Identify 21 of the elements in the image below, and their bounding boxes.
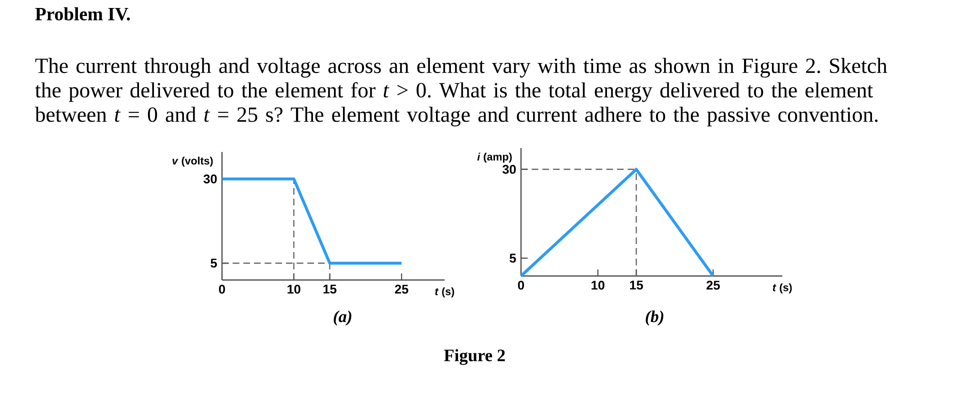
x-axis-title: t (s) (772, 283, 792, 294)
text: The current through and voltage across an element vary with time as shown in Figure 2. Sketch the power delivered to the element for t > 0. What is the total energy delivered to the element between t = 0 and t = 25 s? The element voltage and current adhere to the passive convention. (34, 58, 888, 126)
x-tick-label: 10 (592, 280, 604, 290)
x-tick-label: 15 (323, 284, 336, 294)
y-tick-label: 5 (210, 258, 217, 268)
x-tick-label: 10 (288, 284, 300, 294)
y-tick-label: 30 (203, 174, 217, 184)
text: (b) (646, 310, 664, 326)
x-tick-label: 25 (394, 284, 408, 294)
y-axis-title: i (amp) (477, 152, 512, 163)
y-tick-label: 30 (502, 164, 516, 174)
text: Problem IV. (35, 7, 130, 21)
x-axis-title: t (s) (435, 287, 454, 298)
x-tick-label: 0 (518, 280, 524, 290)
x-tick-label: 15 (630, 280, 643, 290)
x-tick-label: 25 (706, 280, 720, 290)
caption: Figure 2 (444, 349, 505, 365)
text: (a) (334, 310, 352, 326)
y-tick-label: 5 (510, 254, 516, 263)
x-tick-label: 0 (218, 284, 226, 294)
y-axis-title: v (volts) (172, 156, 213, 167)
